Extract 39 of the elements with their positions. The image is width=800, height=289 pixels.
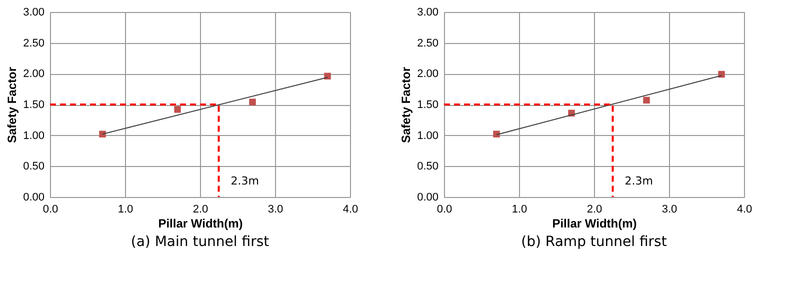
x-tick-label: 1.0 xyxy=(118,204,134,216)
y-axis-title: Safety Factor xyxy=(399,66,414,144)
y-tick-label: 3.00 xyxy=(417,6,438,18)
point xyxy=(324,72,331,80)
y-tick-label: 2.50 xyxy=(417,37,438,50)
point xyxy=(99,130,106,138)
x-tick-label: 2.0 xyxy=(192,204,208,216)
y-tick-label: 0.50 xyxy=(23,160,44,173)
x-tick-label: 4.0 xyxy=(342,204,358,216)
y-tick-label: 0.50 xyxy=(417,160,438,173)
y-tick-label: 2.00 xyxy=(417,68,438,80)
x-tick-label: 3.0 xyxy=(662,204,678,216)
y-tick-label: 1.50 xyxy=(417,99,438,111)
text: (a) Main tunnel first xyxy=(130,234,270,250)
point xyxy=(718,70,725,78)
y-tick-label: 2.50 xyxy=(23,37,44,50)
point xyxy=(643,96,650,104)
x-tick-label: 3.0 xyxy=(268,204,284,216)
x-tick-label: 0.0 xyxy=(42,204,58,216)
x-tick-label: 0.0 xyxy=(436,204,452,216)
y-tick-label: 1.00 xyxy=(23,130,44,142)
x-axis-title: Pillar Width(m) xyxy=(552,216,637,230)
y-axis-title: Safety Factor xyxy=(5,66,20,144)
y-tick-label: 3.00 xyxy=(23,6,44,18)
annotation: 2.3m xyxy=(230,174,259,188)
y-tick-label: 1.00 xyxy=(417,130,438,142)
x-tick-label: 4.0 xyxy=(736,204,752,216)
x-tick-label: 1.0 xyxy=(512,204,528,216)
y-tick-label: 0.00 xyxy=(23,192,44,204)
y-tick-label: 0.00 xyxy=(417,192,438,204)
annotation: 2.3m xyxy=(624,174,653,188)
point xyxy=(174,106,181,113)
x-axis-title: Pillar Width(m) xyxy=(158,216,243,230)
x-tick-label: 2.0 xyxy=(586,204,602,216)
y-tick-label: 1.50 xyxy=(23,99,44,111)
y-tick-label: 2.00 xyxy=(23,68,44,80)
text: (b) Ramp tunnel first xyxy=(521,234,668,250)
point xyxy=(249,98,256,106)
point xyxy=(493,130,500,138)
